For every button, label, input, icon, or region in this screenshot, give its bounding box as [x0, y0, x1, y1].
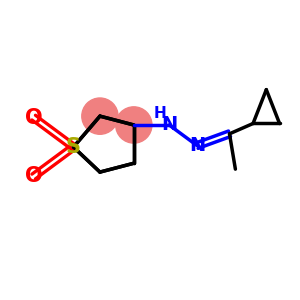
Text: H: H	[154, 106, 167, 121]
Text: N: N	[161, 116, 177, 134]
Text: O: O	[25, 167, 43, 187]
Text: S: S	[66, 137, 81, 157]
Text: O: O	[25, 108, 43, 127]
Circle shape	[116, 107, 152, 143]
Text: N: N	[189, 136, 205, 155]
Circle shape	[82, 98, 118, 134]
